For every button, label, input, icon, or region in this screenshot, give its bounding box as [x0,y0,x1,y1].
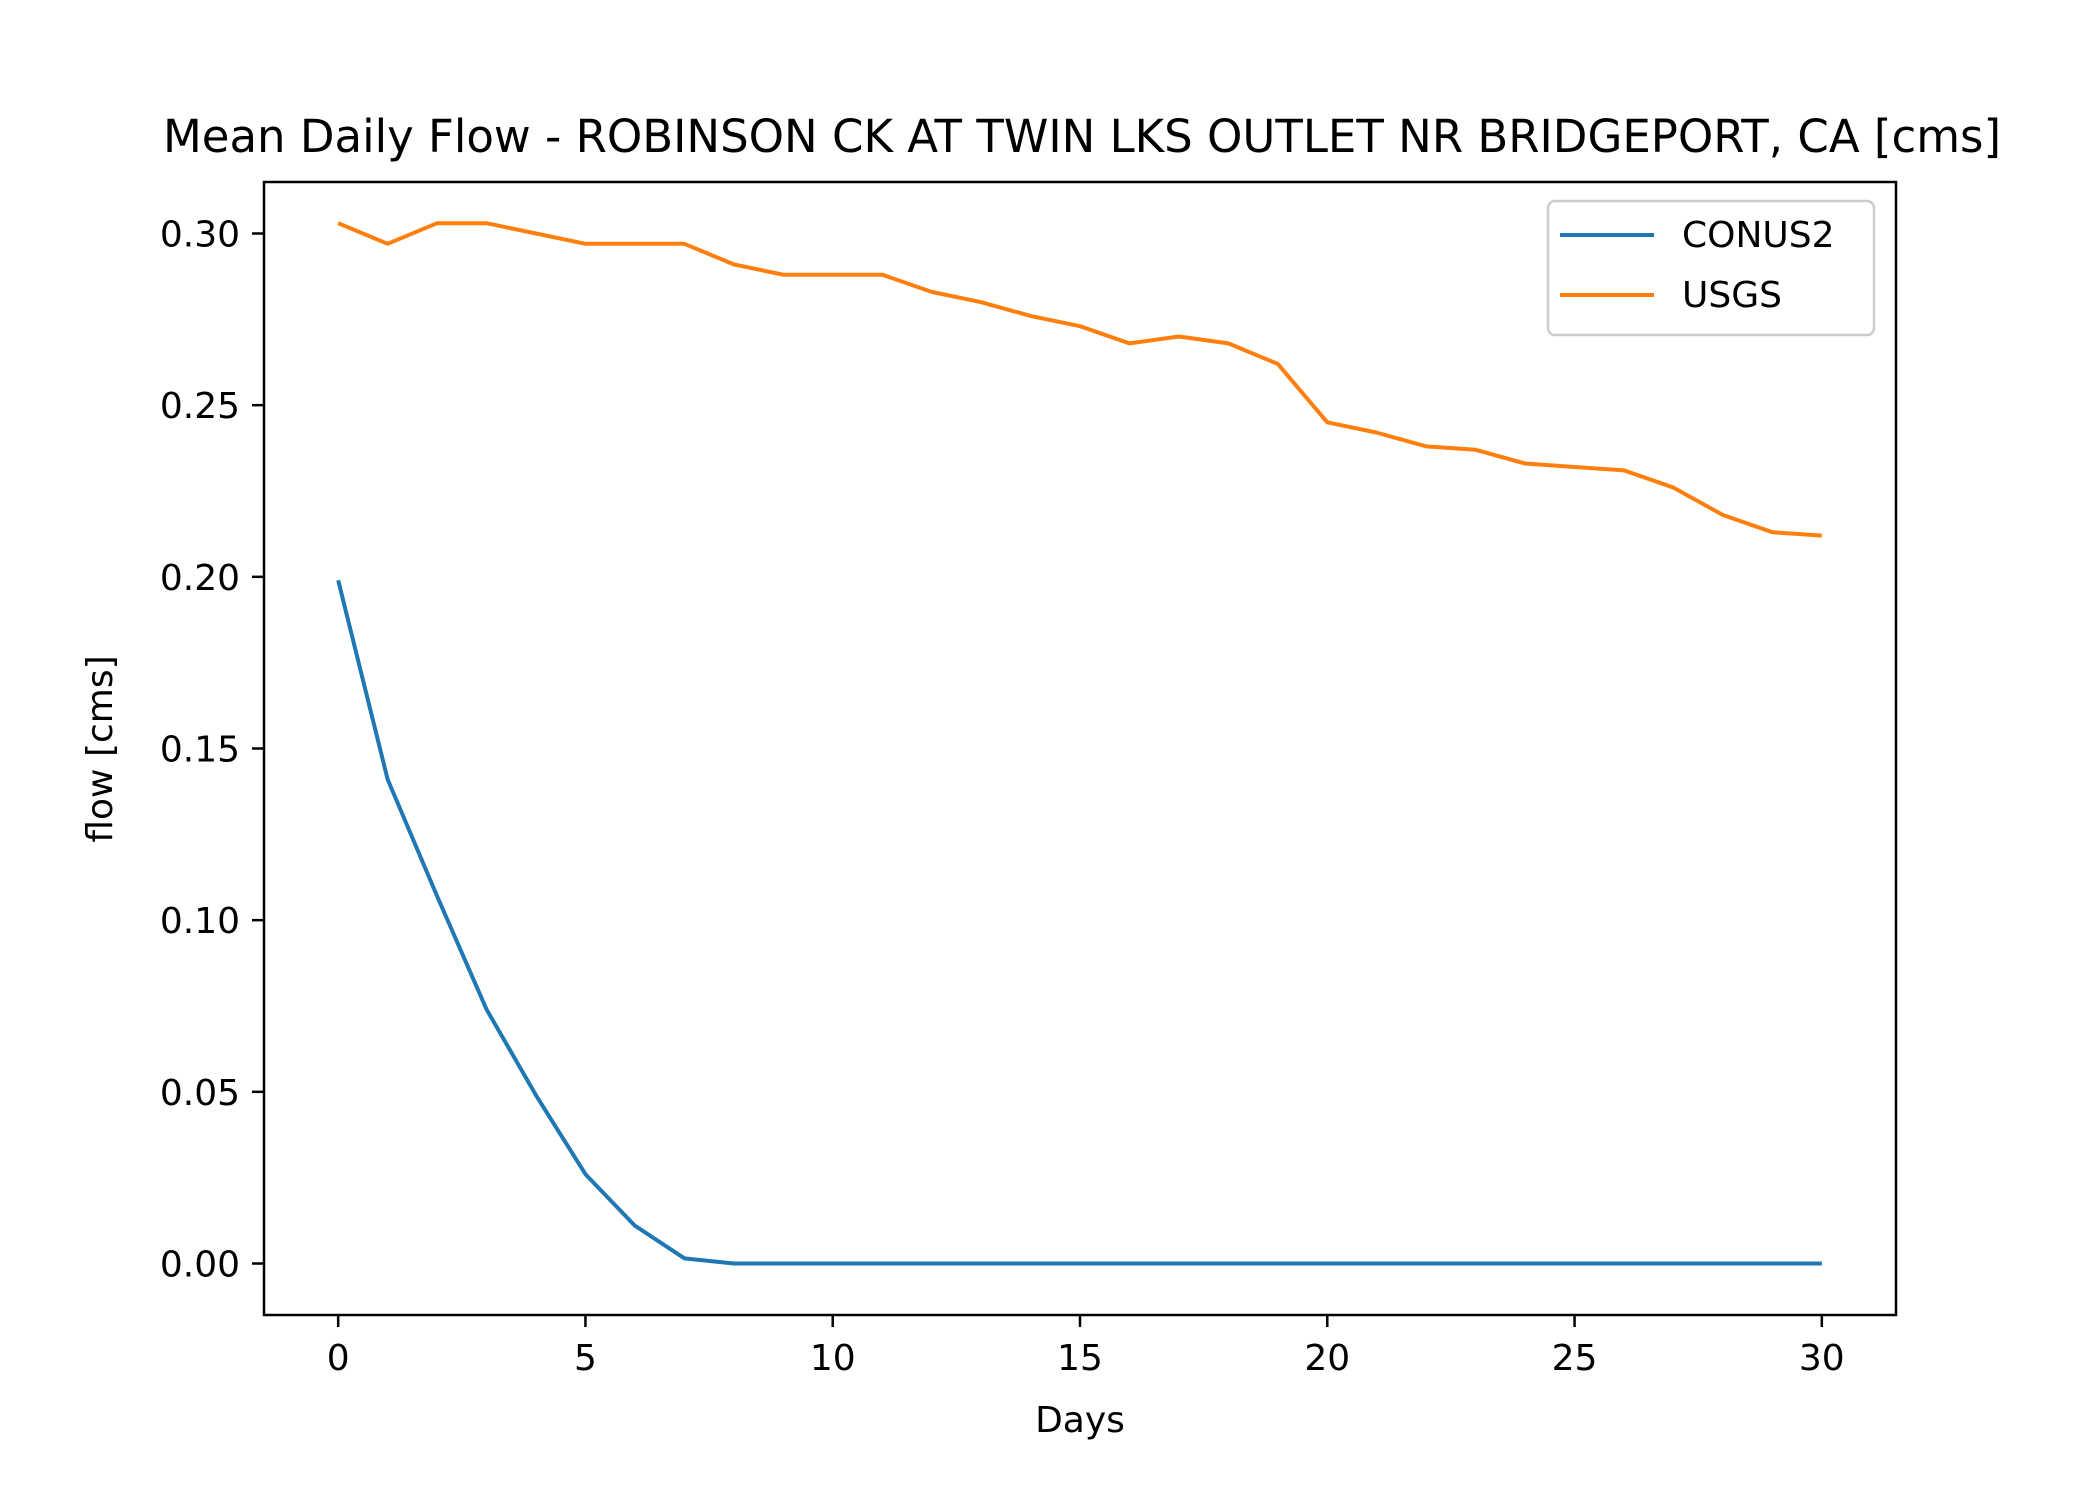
x-axis-ticks: 0 5 10 15 20 25 30 [327,1315,1845,1379]
x-tick-label: 30 [1799,1338,1845,1379]
series-layer [336,221,1822,1266]
y-axis-ticks: 0.00 0.05 0.10 0.15 0.20 0.25 0.30 [160,215,264,1286]
y-tick-label: 0.15 [160,730,240,771]
legend-label-conus2: CONUS2 [1682,215,1835,256]
x-axis-label: Days [1035,1400,1125,1441]
plot-area [264,182,1896,1315]
y-tick-label: 0.00 [160,1245,240,1286]
series-line-conus2 [336,579,1822,1266]
x-tick-label: 10 [810,1338,856,1379]
y-tick-label: 0.25 [160,386,240,427]
x-tick-label: 15 [1057,1338,1103,1379]
series-line-usgs [337,221,1822,538]
chart-title: Mean Daily Flow - ROBINSON CK AT TWIN LK… [163,110,2001,163]
legend: CONUS2 USGS [1546,199,1876,337]
y-tick-label: 0.30 [160,215,240,256]
x-tick-label: 5 [574,1338,597,1379]
y-tick-label: 0.05 [160,1073,240,1114]
legend-label-usgs: USGS [1682,275,1782,316]
x-tick-label: 0 [327,1338,350,1379]
y-tick-label: 0.20 [160,558,240,599]
y-axis-label: flow [cms] [80,655,121,842]
x-tick-label: 20 [1304,1338,1350,1379]
x-tick-label: 25 [1552,1338,1598,1379]
y-tick-label: 0.10 [160,901,240,942]
